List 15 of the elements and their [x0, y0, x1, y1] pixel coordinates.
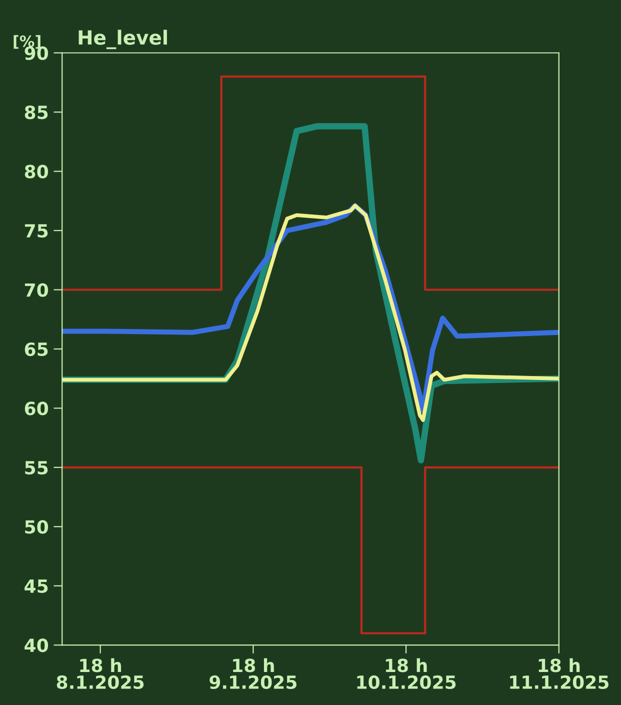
- y-tick-label: 50: [25, 520, 48, 534]
- y-tick-label: 85: [24, 106, 48, 120]
- x-tick-label: 18 h 9.1.2025: [210, 658, 296, 690]
- x-tick-label: 18 h 10.1.2025: [357, 658, 456, 690]
- y-tick-label: 60: [24, 402, 48, 416]
- y-tick-label: 70: [24, 283, 48, 297]
- y-tick-label: 65: [24, 342, 48, 356]
- y-tick-label: 55: [25, 461, 48, 475]
- y-tick-label: 80: [24, 164, 48, 178]
- x-tick-label: 18 h 8.1.2025: [56, 658, 144, 690]
- x-tick-label: 18 h 11.1.2025: [510, 658, 608, 690]
- y-tick-label: 75: [24, 224, 48, 238]
- chart-title: He_level: [78, 30, 167, 50]
- y-tick-label: 40: [24, 638, 48, 652]
- y-tick-label: 45: [24, 580, 48, 593]
